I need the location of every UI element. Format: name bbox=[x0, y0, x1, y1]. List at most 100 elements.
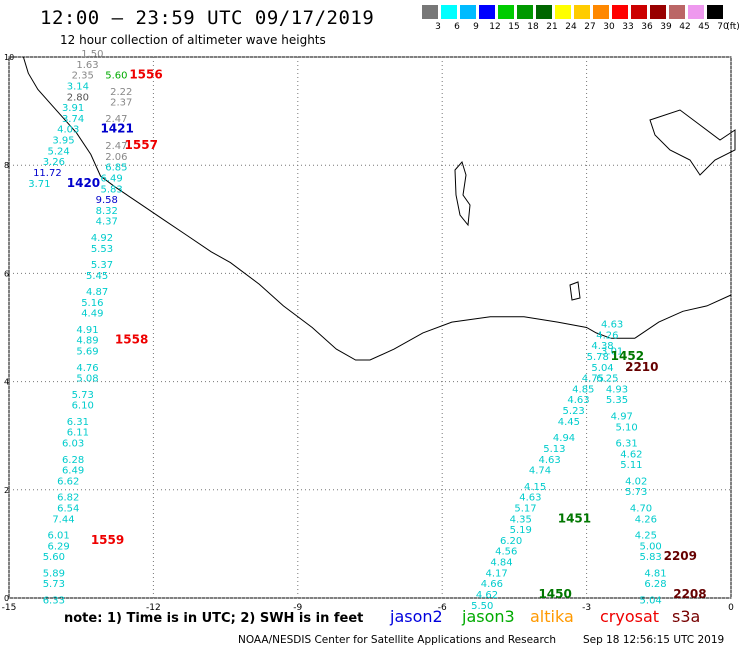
wave-height-label: 5.69 bbox=[76, 347, 98, 358]
wave-height-label: 4.45 bbox=[558, 417, 580, 428]
page-title: 12:00 – 23:59 UTC 09/17/2019 bbox=[40, 7, 375, 29]
wave-height-label: 6.85 bbox=[105, 163, 127, 174]
wave-height-values: 1.501.632.353.142.803.913.744.033.955.24… bbox=[28, 49, 666, 612]
legend-label: 27 bbox=[584, 22, 596, 32]
longitude-tick-label: -9 bbox=[293, 603, 302, 613]
pass-time-label: 1450 bbox=[538, 587, 571, 601]
legend-swatch bbox=[479, 5, 495, 19]
lake-outline bbox=[454, 160, 471, 227]
wave-height-label: 5.11 bbox=[620, 460, 642, 471]
legend-label: 18 bbox=[527, 22, 539, 32]
legend-swatch bbox=[631, 5, 647, 19]
wave-height-label: 3.01 bbox=[601, 347, 623, 358]
wave-height-label: 4.63 bbox=[601, 320, 623, 331]
wave-height-label: 4.84 bbox=[490, 558, 512, 569]
satellite-legend-item: jason2 bbox=[390, 607, 443, 626]
wave-height-label: 6.11 bbox=[67, 428, 89, 439]
pass-time-label: 1420 bbox=[67, 176, 100, 190]
wave-height-label: 6.31 bbox=[615, 439, 637, 450]
legend-label: 70 bbox=[717, 22, 729, 32]
wave-height-label: 3.14 bbox=[67, 81, 89, 92]
wave-height-label: 6.25 bbox=[596, 374, 618, 385]
pass-time-label: 1451 bbox=[558, 511, 591, 525]
wave-height-label: 5.83 bbox=[100, 184, 122, 195]
pass-time-label: 1558 bbox=[115, 333, 148, 347]
wave-height-label: 2.47 bbox=[105, 114, 127, 125]
latitude-tick-label: 0 bbox=[4, 594, 9, 603]
wave-height-label: 4.89 bbox=[76, 336, 98, 347]
wave-height-label: 2.37 bbox=[110, 98, 132, 109]
wave-height-label: 3.74 bbox=[62, 114, 84, 125]
legend-swatch bbox=[460, 5, 476, 19]
latitude-tick-label: 10 bbox=[4, 53, 14, 62]
wave-height-label: 4.97 bbox=[611, 411, 633, 422]
wave-height-label: 2.47 bbox=[105, 141, 127, 152]
wave-height-label: 4.81 bbox=[644, 568, 666, 579]
wave-height-label: 7.44 bbox=[52, 514, 74, 525]
wave-height-label: 4.76 bbox=[76, 363, 98, 374]
wave-height-label: 3.26 bbox=[43, 157, 65, 168]
wave-height-label: 4.38 bbox=[591, 341, 613, 352]
footer-note: note: 1) Time is in UTC; 2) SWH is in fe… bbox=[64, 611, 364, 626]
longitude-tick-label: -6 bbox=[438, 603, 447, 613]
wave-height-label: 3.95 bbox=[52, 136, 74, 147]
wave-height-label: 5.17 bbox=[514, 503, 536, 514]
wave-height-label: 5.78 bbox=[587, 352, 609, 363]
legend-label: 24 bbox=[565, 22, 577, 32]
wave-height-label: 4.26 bbox=[596, 330, 618, 341]
footer-credit: NOAA/NESDIS Center for Satellite Applica… bbox=[238, 634, 556, 646]
wave-height-label: 6.33 bbox=[43, 595, 65, 606]
lake-outline bbox=[649, 109, 736, 176]
wave-height-label: 5.73 bbox=[625, 487, 647, 498]
wave-height-label: 2.22 bbox=[110, 87, 132, 98]
legend-swatch bbox=[422, 5, 438, 19]
legend-swatch bbox=[574, 5, 590, 19]
wave-height-label: 11.72 bbox=[33, 168, 62, 179]
wave-height-label: 4.02 bbox=[625, 476, 647, 487]
axis-labels: -15 -12 -9 -6 -3 0 0 2 4 6 8 10 bbox=[2, 53, 734, 613]
wave-height-label: 5.16 bbox=[81, 298, 103, 309]
lake-outlines bbox=[454, 109, 736, 301]
wave-height-label: 4.63 bbox=[538, 455, 560, 466]
wave-height-label: 6.82 bbox=[57, 493, 79, 504]
legend-swatch bbox=[536, 5, 552, 19]
legend-swatch bbox=[555, 5, 571, 19]
satellite-legend-item: s3a bbox=[672, 607, 701, 626]
legend-swatch bbox=[669, 5, 685, 19]
legend-swatch bbox=[593, 5, 609, 19]
wave-height-label: 2.06 bbox=[105, 152, 127, 163]
wave-height-label: 5.35 bbox=[606, 395, 628, 406]
lake-outline bbox=[569, 281, 581, 301]
wave-height-label: 6.49 bbox=[62, 466, 84, 477]
wave-height-label: 6.01 bbox=[48, 530, 70, 541]
latitude-tick-label: 6 bbox=[4, 269, 9, 278]
legend-swatch bbox=[688, 5, 704, 19]
pass-time-label: 2209 bbox=[664, 549, 697, 563]
wave-height-label: 5.60 bbox=[105, 71, 127, 82]
wave-height-label: 4.03 bbox=[57, 125, 79, 136]
pass-time-label: 1559 bbox=[91, 533, 124, 547]
latitude-tick-label: 4 bbox=[4, 378, 9, 387]
pass-time-label: 1421 bbox=[100, 122, 133, 136]
wave-height-label: 4.35 bbox=[510, 514, 532, 525]
wave-height-label: 4.63 bbox=[519, 493, 541, 504]
wave-height-label: 4.26 bbox=[635, 514, 657, 525]
wave-height-label: 6.20 bbox=[500, 536, 522, 547]
coastline-path bbox=[22, 56, 732, 361]
wave-height-label: 6.29 bbox=[48, 541, 70, 552]
legend-swatch bbox=[441, 5, 457, 19]
page-subtitle: 12 hour collection of altimeter wave hei… bbox=[60, 33, 326, 47]
wave-height-label: 4.70 bbox=[630, 503, 652, 514]
wave-height-label: 4.94 bbox=[553, 433, 575, 444]
wave-height-label: 4.91 bbox=[76, 325, 98, 336]
wave-height-label: 5.04 bbox=[640, 595, 662, 606]
legend-label: 36 bbox=[641, 22, 653, 32]
wave-height-label: 5.73 bbox=[43, 579, 65, 590]
wave-height-label: 5.04 bbox=[591, 363, 613, 374]
wave-height-label: 6.54 bbox=[57, 503, 79, 514]
pass-time-label: 1452 bbox=[611, 349, 644, 363]
wave-height-label: 1.50 bbox=[81, 49, 103, 60]
wave-height-label: 6.31 bbox=[67, 417, 89, 428]
